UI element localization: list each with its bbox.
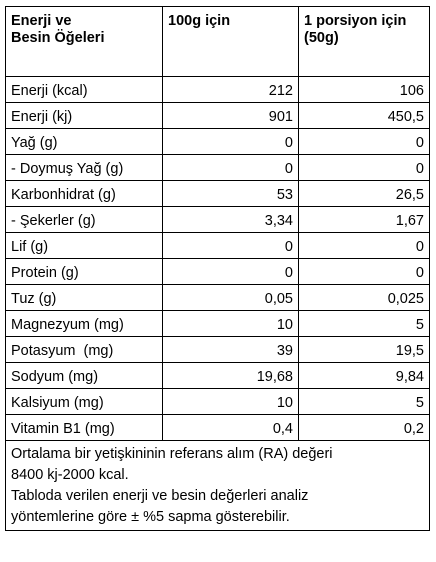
table-row: Magnezyum (mg) 10 5 <box>5 310 430 337</box>
row-per100: 901 <box>162 102 299 129</box>
header-per-100g: 100g için <box>162 6 299 77</box>
row-per-serving: 0 <box>298 128 430 155</box>
row-per100: 0 <box>162 232 299 259</box>
header-nutrients: Enerji ve Besin Öğeleri <box>5 6 163 77</box>
table-row: - Şekerler (g) 3,34 1,67 <box>5 206 430 233</box>
row-label: Protein (g) <box>5 258 163 285</box>
row-label: Potasyum (mg) <box>5 336 163 363</box>
table-row: Lif (g) 0 0 <box>5 232 430 259</box>
table-row: - Doymuş Yağ (g) 0 0 <box>5 154 430 181</box>
row-per-serving: 5 <box>298 310 430 337</box>
row-per-serving: 1,67 <box>298 206 430 233</box>
table-row: Karbonhidrat (g) 53 26,5 <box>5 180 430 207</box>
row-label: Karbonhidrat (g) <box>5 180 163 207</box>
row-label: - Şekerler (g) <box>5 206 163 233</box>
table-header-row: Enerji ve Besin Öğeleri 100g için 1 pors… <box>5 6 430 77</box>
row-per-serving: 0,2 <box>298 414 430 441</box>
header-nutrients-line2: Besin Öğeleri <box>11 30 105 46</box>
row-label: Tuz (g) <box>5 284 163 311</box>
row-per100: 0 <box>162 154 299 181</box>
footnote-line-3: Tabloda verilen enerji ve besin değerler… <box>11 488 309 504</box>
row-per100: 10 <box>162 310 299 337</box>
row-per100: 0,05 <box>162 284 299 311</box>
footnote-line-2: 8400 kj-2000 kcal. <box>11 467 129 483</box>
row-per-serving: 0 <box>298 258 430 285</box>
row-per-serving: 0 <box>298 232 430 259</box>
row-label: Lif (g) <box>5 232 163 259</box>
table-row: Sodyum (mg) 19,68 9,84 <box>5 362 430 389</box>
row-label: Sodyum (mg) <box>5 362 163 389</box>
row-per100: 0 <box>162 128 299 155</box>
footnote-line-1: Ortalama bir yetişkininin referans alım … <box>11 446 333 462</box>
row-per100: 0 <box>162 258 299 285</box>
row-per-serving: 450,5 <box>298 102 430 129</box>
row-per-serving: 0,025 <box>298 284 430 311</box>
row-per-serving: 19,5 <box>298 336 430 363</box>
row-per-serving: 9,84 <box>298 362 430 389</box>
table-row: Enerji (kj) 901 450,5 <box>5 102 430 129</box>
row-per100: 10 <box>162 388 299 415</box>
row-per100: 19,68 <box>162 362 299 389</box>
row-per-serving: 26,5 <box>298 180 430 207</box>
header-nutrients-line1: Enerji ve <box>11 13 72 29</box>
row-label: Vitamin B1 (mg) <box>5 414 163 441</box>
row-per-serving: 5 <box>298 388 430 415</box>
table-row: Kalsiyum (mg) 10 5 <box>5 388 430 415</box>
nutrition-facts-table-container: Enerji ve Besin Öğeleri 100g için 1 pors… <box>5 6 430 531</box>
row-per-serving: 0 <box>298 154 430 181</box>
header-per-serving: 1 porsiyon için (50g) <box>298 6 430 77</box>
row-label: Kalsiyum (mg) <box>5 388 163 415</box>
footnote-row: Ortalama bir yetişkininin referans alım … <box>5 440 430 531</box>
row-label: Enerji (kj) <box>5 102 163 129</box>
table-row: Protein (g) 0 0 <box>5 258 430 285</box>
row-label: Enerji (kcal) <box>5 76 163 103</box>
row-per100: 212 <box>162 76 299 103</box>
table-row: Yağ (g) 0 0 <box>5 128 430 155</box>
table-row: Tuz (g) 0,05 0,025 <box>5 284 430 311</box>
nutrition-facts-table: Enerji ve Besin Öğeleri 100g için 1 pors… <box>5 6 430 531</box>
row-per100: 0,4 <box>162 414 299 441</box>
row-per100: 3,34 <box>162 206 299 233</box>
header-per-serving-line1: 1 porsiyon için <box>304 13 407 29</box>
row-label: Yağ (g) <box>5 128 163 155</box>
table-row: Potasyum (mg) 39 19,5 <box>5 336 430 363</box>
footnote-line-4: yöntemlerine göre ± %5 sapma gösterebili… <box>11 509 290 525</box>
table-row: Enerji (kcal) 212 106 <box>5 76 430 103</box>
footnote: Ortalama bir yetişkininin referans alım … <box>5 440 430 531</box>
row-per100: 39 <box>162 336 299 363</box>
row-label: - Doymuş Yağ (g) <box>5 154 163 181</box>
table-row: Vitamin B1 (mg) 0,4 0,2 <box>5 414 430 441</box>
header-per-serving-line2: (50g) <box>304 30 339 46</box>
row-per-serving: 106 <box>298 76 430 103</box>
row-per100: 53 <box>162 180 299 207</box>
row-label: Magnezyum (mg) <box>5 310 163 337</box>
